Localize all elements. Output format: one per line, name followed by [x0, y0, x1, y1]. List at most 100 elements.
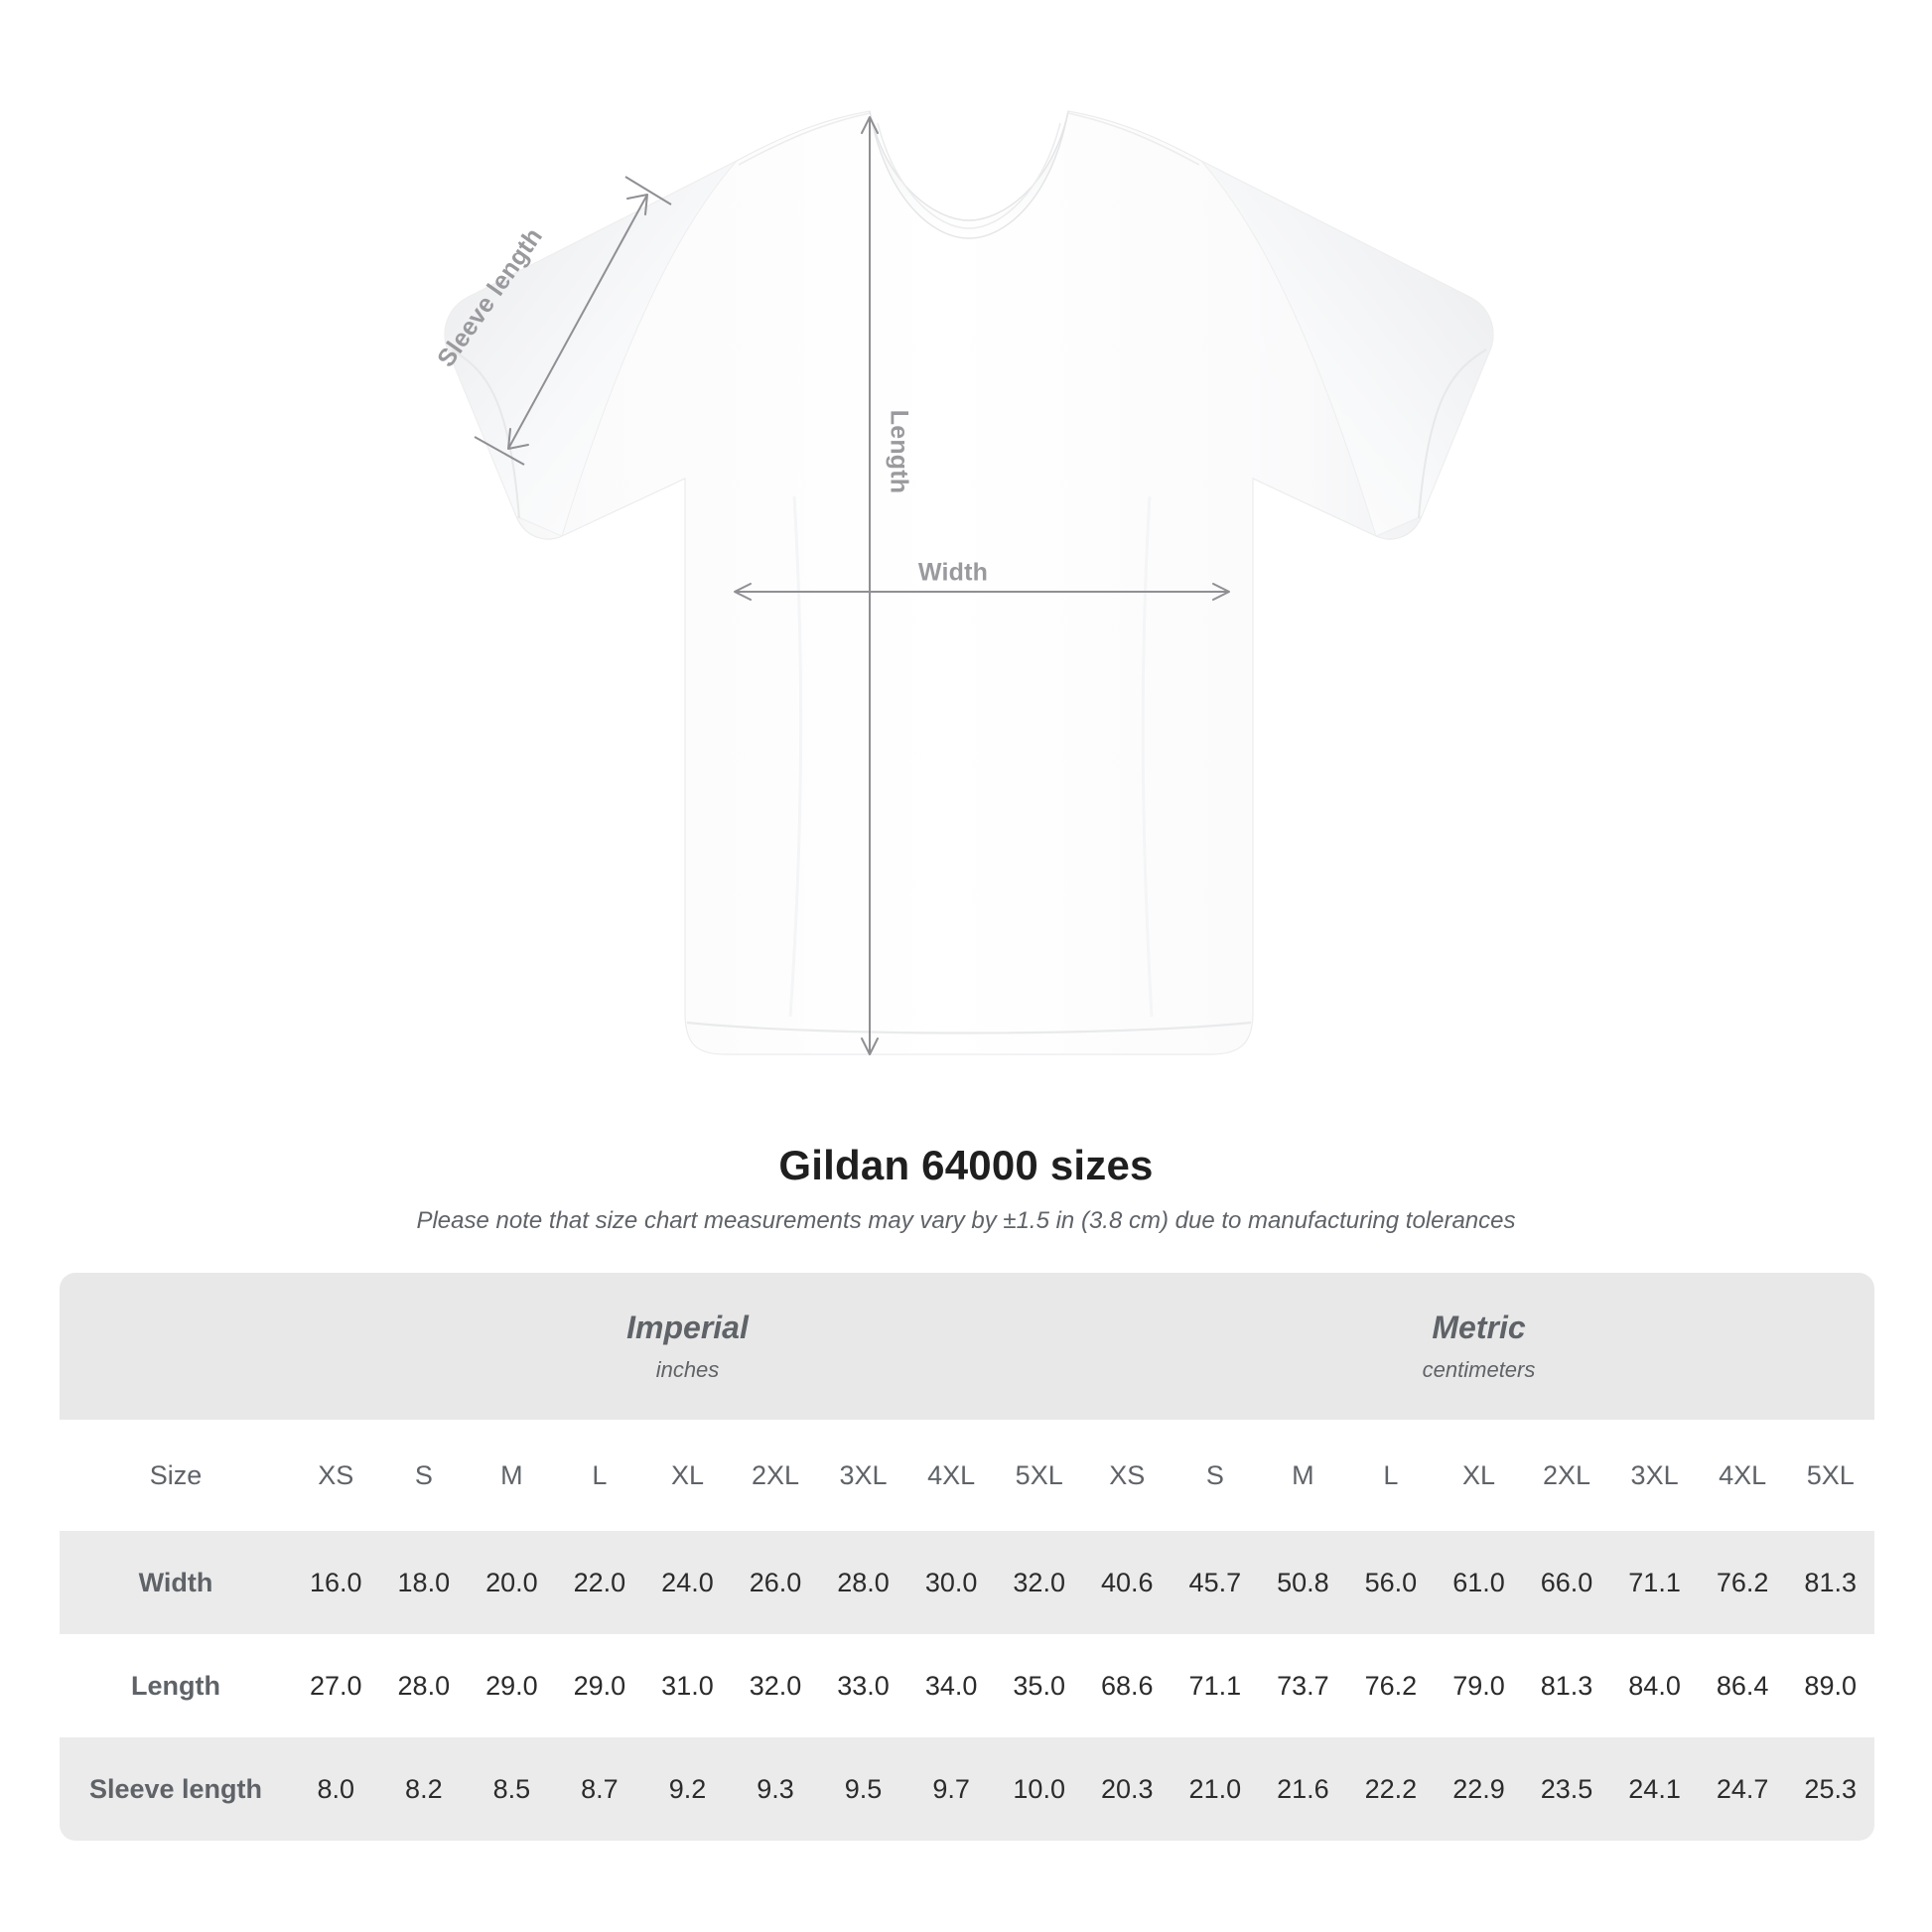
size-header-row: Size XS S M L XL 2XL 3XL 4XL 5XL XS S M L XL 2XL 3XL 4XL 5…: [60, 1420, 1875, 1531]
measurement-cell: 35.0: [995, 1634, 1084, 1737]
size-label-cell: Size: [60, 1420, 292, 1531]
measurement-cell: 24.0: [643, 1531, 732, 1634]
fabric-fold: [788, 495, 803, 1018]
measurement-cell: 21.6: [1259, 1737, 1347, 1841]
unit-name: Imperial: [626, 1310, 749, 1346]
measurement-cell: 8.7: [555, 1737, 644, 1841]
measurement-cell: 32.0: [995, 1531, 1084, 1634]
width-measurement: [734, 583, 1230, 601]
size-header-cell: 5XL: [1786, 1420, 1875, 1531]
sleeve-cap-top: [624, 176, 672, 206]
measurement-cell: 9.5: [819, 1737, 907, 1841]
measurement-cell: 66.0: [1522, 1531, 1611, 1634]
measurement-cell: 24.7: [1698, 1737, 1787, 1841]
right-sleeve: [1200, 160, 1494, 537]
size-header-cell: XL: [1435, 1420, 1523, 1531]
unit-name: Metric: [1432, 1310, 1526, 1346]
row-label: Sleeve length: [60, 1737, 292, 1841]
measurement-cell: 27.0: [292, 1634, 380, 1737]
tshirt-diagram: Sleeve length Length Width: [432, 110, 1494, 1055]
measurement-cell: 79.0: [1435, 1634, 1523, 1737]
sleeve-measurement: [474, 176, 672, 466]
measurement-cell: 50.8: [1259, 1531, 1347, 1634]
measurement-cell: 28.0: [379, 1634, 469, 1737]
fabric-fold: [1141, 495, 1154, 1018]
unit-header-metric: Metric centimeters: [1083, 1273, 1875, 1420]
table-row: Length 27.0 28.0 29.0 29.0 31.0 32.0 33.0 34.0 35…: [60, 1634, 1875, 1737]
length-arrow-up: [861, 116, 879, 134]
right-shoulder-seam: [1067, 112, 1200, 166]
size-header-cell: 2XL: [731, 1420, 820, 1531]
measurement-cell: 9.3: [731, 1737, 820, 1841]
size-header-cell: S: [379, 1420, 469, 1531]
row-label: Length: [60, 1634, 292, 1737]
measurement-cell: 8.2: [379, 1737, 469, 1841]
size-header-cell: S: [1171, 1420, 1260, 1531]
collar-seam: [877, 122, 1061, 229]
measurement-cell: 18.0: [379, 1531, 469, 1634]
measurement-cell: 21.0: [1171, 1737, 1260, 1841]
measurement-cell: 61.0: [1435, 1531, 1523, 1634]
measurement-cell: 31.0: [643, 1634, 732, 1737]
measurement-cell: 81.3: [1522, 1634, 1611, 1737]
sleeve-arrow-bottom: [507, 428, 529, 450]
unit-subtitle: centimeters: [1422, 1356, 1536, 1382]
measurement-cell: 23.5: [1522, 1737, 1611, 1841]
measurement-cell: 33.0: [819, 1634, 907, 1737]
measurement-cell: 20.3: [1083, 1737, 1172, 1841]
size-header-cell: 4XL: [906, 1420, 996, 1531]
measurement-cell: 56.0: [1346, 1531, 1436, 1634]
measurement-cell: 40.6: [1083, 1531, 1172, 1634]
measurement-cell: 73.7: [1259, 1634, 1347, 1737]
size-table: Imperial inches Metric centimeters Size XS S M L…: [60, 1273, 1875, 1841]
measurement-cell: 76.2: [1346, 1634, 1436, 1737]
measurement-cell: 29.0: [468, 1634, 556, 1737]
size-table-container: Imperial inches Metric centimeters Size XS S M L…: [60, 1273, 1875, 1841]
measurement-cell: 22.2: [1346, 1737, 1436, 1841]
measurement-cell: 76.2: [1698, 1531, 1787, 1634]
measurement-cell: 89.0: [1786, 1634, 1875, 1737]
measurement-cell: 26.0: [731, 1531, 820, 1634]
unit-subtitle: inches: [655, 1356, 720, 1382]
size-header-cell: XL: [643, 1420, 732, 1531]
measurement-cell: 9.2: [643, 1737, 732, 1841]
measurement-cell: 45.7: [1171, 1531, 1260, 1634]
page-title: Gildan 64000 sizes: [778, 1142, 1154, 1188]
right-sleeve-hem: [1418, 348, 1487, 519]
width-arrow-right: [1212, 583, 1230, 601]
measurement-cell: 71.1: [1171, 1634, 1260, 1737]
sleeve-arrow-top: [626, 194, 648, 215]
size-header-cell: XS: [1083, 1420, 1172, 1531]
bottom-hem: [686, 1021, 1252, 1035]
measurement-cell: 32.0: [731, 1634, 820, 1737]
length-arrow-down: [861, 1037, 879, 1055]
left-sleeve-hem: [451, 348, 520, 519]
measurement-cell: 8.0: [292, 1737, 380, 1841]
measurement-cell: 22.9: [1435, 1737, 1523, 1841]
left-shoulder-seam: [738, 112, 871, 166]
size-header-cell: L: [1346, 1420, 1436, 1531]
size-header-cell: 3XL: [1610, 1420, 1699, 1531]
measurement-cell: 29.0: [555, 1634, 644, 1737]
measurement-cell: 20.0: [468, 1531, 556, 1634]
size-header-cell: 4XL: [1698, 1420, 1787, 1531]
measurement-cell: 28.0: [819, 1531, 907, 1634]
left-sleeve: [444, 160, 738, 537]
measurement-cell: 34.0: [906, 1634, 996, 1737]
width-arrow-left: [734, 583, 752, 601]
row-label: Width: [60, 1531, 292, 1634]
size-header-cell: 3XL: [819, 1420, 907, 1531]
measurement-cell: 10.0: [995, 1737, 1084, 1841]
measurement-cell: 8.5: [468, 1737, 556, 1841]
measurement-cell: 25.3: [1786, 1737, 1875, 1841]
tolerance-note: Please note that size chart measurements…: [416, 1207, 1516, 1234]
length-measurement: [861, 116, 879, 1055]
size-header-cell: 5XL: [995, 1420, 1084, 1531]
unit-header-row: Imperial inches Metric centimeters: [60, 1273, 1875, 1420]
size-header-cell: XS: [292, 1420, 380, 1531]
measurement-cell: 30.0: [906, 1531, 996, 1634]
measurement-cell: 81.3: [1786, 1531, 1875, 1634]
sleeve-line: [507, 194, 648, 450]
measurement-cell: 71.1: [1610, 1531, 1699, 1634]
measurement-cell: 22.0: [555, 1531, 644, 1634]
